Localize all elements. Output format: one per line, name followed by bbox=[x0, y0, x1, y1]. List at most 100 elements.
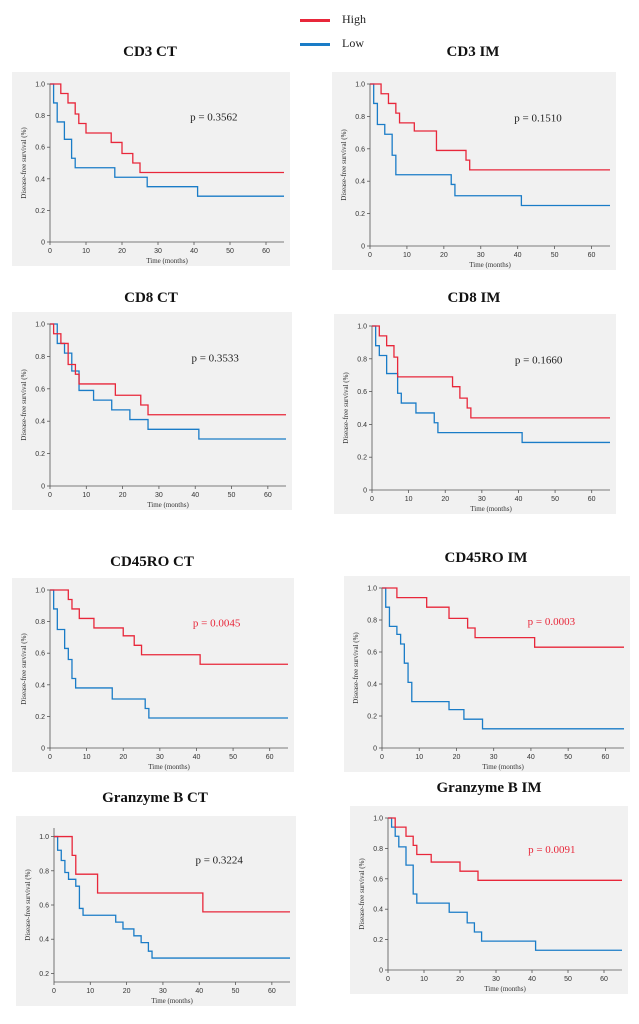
y-tick-label: 0.2 bbox=[35, 451, 45, 458]
survival-curve-low bbox=[370, 83, 610, 207]
x-tick-label: 30 bbox=[156, 754, 164, 761]
x-tick-label: 40 bbox=[190, 248, 198, 255]
x-tick-label: 10 bbox=[82, 248, 90, 255]
x-tick-label: 50 bbox=[564, 976, 572, 983]
chart-title: CD3 IM bbox=[446, 44, 500, 60]
x-tick-label: 40 bbox=[528, 976, 536, 983]
legend-label-low: Low bbox=[342, 36, 364, 50]
y-tick-label: 1.0 bbox=[35, 588, 45, 595]
chart-panel-cd3-ct: CD3 CT 0 10 20 30 40 50 60 0 0.2 0.4 0.6 0.8 1.0 Time… bbox=[8, 38, 292, 268]
x-tick-label: 50 bbox=[551, 252, 559, 259]
y-tick-label: 0.2 bbox=[373, 937, 383, 944]
x-axis-label: Time (months) bbox=[484, 985, 526, 993]
y-tick-label: 0.8 bbox=[39, 868, 49, 875]
y-tick-label: 0 bbox=[379, 968, 383, 975]
p-value: p = 0.1660 bbox=[515, 355, 563, 367]
y-tick-label: 0 bbox=[373, 746, 377, 753]
x-axis-label: Time (months) bbox=[146, 257, 188, 265]
x-tick-label: 60 bbox=[588, 496, 596, 503]
survival-curve-high bbox=[382, 587, 624, 648]
x-tick-label: 60 bbox=[266, 754, 274, 761]
x-tick-label: 20 bbox=[453, 754, 461, 761]
p-value: p = 0.3562 bbox=[190, 111, 237, 123]
y-tick-label: 1.0 bbox=[357, 324, 367, 331]
y-tick-label: 0.6 bbox=[373, 876, 383, 883]
p-value: p = 0.3533 bbox=[191, 352, 239, 364]
y-tick-label: 0.6 bbox=[35, 386, 45, 393]
p-value: p = 0.0091 bbox=[528, 844, 575, 856]
y-tick-label: 0.2 bbox=[367, 714, 377, 721]
y-tick-label: 0 bbox=[41, 484, 45, 491]
x-axis-label: Time (months) bbox=[482, 763, 524, 771]
survival-curve-low bbox=[54, 835, 290, 959]
y-tick-label: 0.8 bbox=[367, 618, 377, 625]
x-tick-label: 40 bbox=[195, 988, 203, 995]
legend: High Low bbox=[300, 8, 420, 50]
x-axis-label: Time (months) bbox=[148, 763, 190, 771]
x-tick-label: 0 bbox=[48, 248, 52, 255]
survival-curve-high bbox=[370, 83, 610, 171]
chart-panel-granzyme-b-im: Granzyme B IM 0 10 20 30 40 50 60 0 0.2 0.4 0.6 0.8… bbox=[348, 776, 630, 996]
x-tick-label: 60 bbox=[268, 988, 276, 995]
survival-curve-high bbox=[50, 83, 284, 174]
x-tick-label: 60 bbox=[601, 754, 609, 761]
x-tick-label: 20 bbox=[118, 248, 126, 255]
chart-panel-cd3-im: CD3 IM 0 10 20 30 40 50 60 0 0.2 0.4 0.6 0.8 1.0 Time… bbox=[328, 38, 618, 273]
legend-item-low: Low bbox=[300, 36, 420, 52]
y-tick-label: 0.4 bbox=[35, 176, 45, 183]
y-tick-label: 1.0 bbox=[355, 82, 365, 89]
x-tick-label: 30 bbox=[155, 492, 163, 499]
y-tick-label: 0.2 bbox=[35, 208, 45, 215]
y-tick-label: 0.6 bbox=[355, 146, 365, 153]
x-tick-label: 40 bbox=[514, 252, 522, 259]
survival-curve-low bbox=[372, 325, 610, 444]
y-tick-label: 0.8 bbox=[373, 846, 383, 853]
survival-curve-high bbox=[50, 589, 288, 665]
y-axis-label: Disease-free survival (%) bbox=[24, 869, 32, 941]
y-tick-label: 1.0 bbox=[373, 816, 383, 823]
y-axis-label: Disease-free survival (%) bbox=[20, 369, 28, 441]
x-tick-label: 10 bbox=[420, 976, 428, 983]
x-tick-label: 0 bbox=[380, 754, 384, 761]
x-axis-label: Time (months) bbox=[147, 501, 189, 509]
chart-title: Granzyme B IM bbox=[436, 780, 542, 796]
x-tick-label: 20 bbox=[441, 496, 449, 503]
chart-title: CD45RO CT bbox=[110, 554, 194, 570]
p-value: p = 0.0045 bbox=[193, 617, 241, 629]
y-tick-label: 0 bbox=[41, 240, 45, 247]
y-tick-label: 0.6 bbox=[35, 651, 45, 658]
chart-title: Granzyme B CT bbox=[102, 790, 208, 806]
x-tick-label: 30 bbox=[478, 496, 486, 503]
x-tick-label: 20 bbox=[440, 252, 448, 259]
x-tick-label: 10 bbox=[405, 496, 413, 503]
x-tick-label: 20 bbox=[119, 492, 127, 499]
survival-curve-low bbox=[382, 587, 624, 730]
y-tick-label: 0.2 bbox=[35, 714, 45, 721]
y-tick-label: 0 bbox=[363, 488, 367, 495]
x-axis-label: Time (months) bbox=[469, 261, 511, 269]
x-tick-label: 20 bbox=[456, 976, 464, 983]
survival-curve-low bbox=[50, 83, 284, 197]
x-tick-label: 10 bbox=[86, 988, 94, 995]
chart-panel-cd45ro-ct: CD45RO CT 0 10 20 30 40 50 60 0 0.2 0.4 0.6 0.8 1.0 T… bbox=[10, 550, 294, 774]
x-tick-label: 20 bbox=[119, 754, 127, 761]
x-tick-label: 0 bbox=[370, 496, 374, 503]
x-tick-label: 60 bbox=[600, 976, 608, 983]
legend-swatch-high bbox=[300, 19, 330, 22]
x-tick-label: 30 bbox=[154, 248, 162, 255]
chart-panel-cd8-ct: CD8 CT 0 10 20 30 40 50 60 0 0.2 0.4 0.6 0.8 1.0 Time… bbox=[8, 284, 294, 512]
x-tick-label: 30 bbox=[490, 754, 498, 761]
y-axis-label: Disease-free survival (%) bbox=[20, 127, 28, 199]
survival-curve-low bbox=[50, 589, 288, 719]
plot-area: 0 10 20 30 40 50 60 0 0.2 0.4 0.6 0.8 1.0 Time (month… bbox=[12, 312, 292, 510]
x-tick-label: 0 bbox=[386, 976, 390, 983]
x-tick-label: 50 bbox=[228, 492, 236, 499]
survival-curve-high bbox=[50, 323, 286, 416]
x-tick-label: 10 bbox=[82, 492, 90, 499]
survival-curve-low bbox=[388, 817, 622, 951]
y-tick-label: 0.4 bbox=[35, 419, 45, 426]
y-tick-label: 1.0 bbox=[39, 834, 49, 841]
x-tick-label: 20 bbox=[123, 988, 131, 995]
x-axis-label: Time (months) bbox=[470, 505, 512, 513]
y-tick-label: 0.2 bbox=[355, 211, 365, 218]
